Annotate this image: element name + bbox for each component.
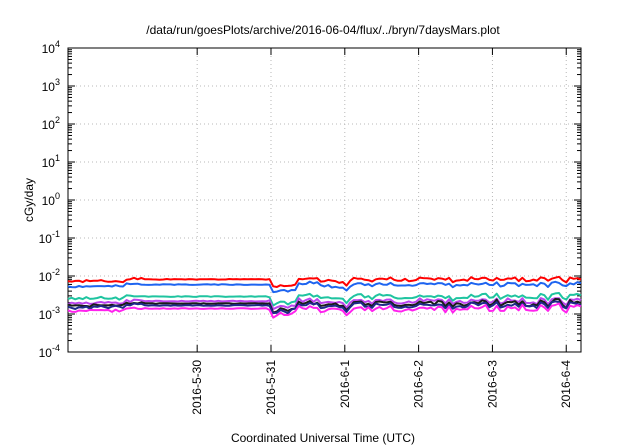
plot-area: 10-4 10-3 10-2 10-1 100 101 102 103 104 2016-5-30…	[39, 39, 582, 415]
chart-title: /data/run/goesPlots/archive/2016-06-04/f…	[146, 23, 500, 37]
x-tick-label: 2016-5-31	[264, 360, 278, 415]
series-line	[67, 298, 582, 314]
x-tick-label: 2016-6-3	[485, 360, 499, 408]
x-tick-label: 2016-6-4	[559, 360, 573, 408]
y-tick-label: 100	[42, 191, 60, 208]
y-tick-label: 104	[42, 39, 60, 56]
x-axis-label: Coordinated Universal Time (UTC)	[231, 431, 415, 445]
series-line	[67, 292, 582, 307]
y-tick-label: 10-4	[39, 343, 60, 360]
y-tick-label: 10-3	[39, 305, 60, 322]
y-tick-label: 102	[42, 115, 60, 132]
y-axis-label: cGy/day	[22, 178, 36, 222]
x-tick-label: 2016-5-30	[190, 360, 204, 415]
series-line	[67, 300, 582, 315]
series-line	[67, 275, 582, 288]
y-tick-label: 101	[42, 153, 60, 170]
series-line	[67, 280, 582, 294]
y-tick-label: 10-1	[39, 229, 60, 246]
x-tick-label: 2016-6-1	[338, 360, 352, 408]
y-tick-label: 103	[42, 77, 60, 94]
x-tick-label: 2016-6-2	[412, 360, 426, 408]
series-line	[67, 302, 582, 319]
y-tick-label: 10-2	[39, 267, 60, 284]
